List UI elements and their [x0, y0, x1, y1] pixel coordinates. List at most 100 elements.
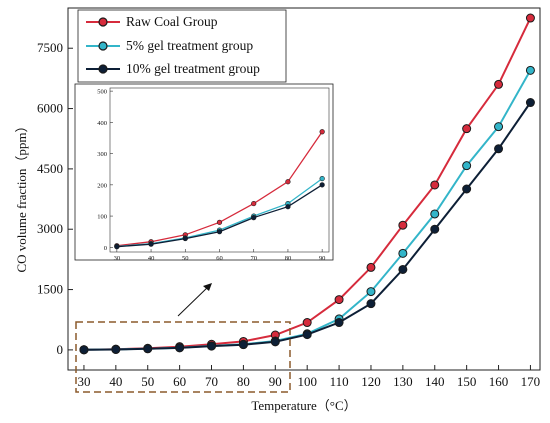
inset-x-tick-label: 50 — [182, 255, 189, 262]
plot-frame — [67, 7, 541, 371]
inset-x-tick-label: 80 — [285, 255, 292, 262]
data-point-5pct-gel — [366, 287, 376, 297]
y-tick-label: 4500 — [37, 161, 63, 176]
data-point-10pct-gel — [494, 144, 504, 154]
x-tick-label: 60 — [173, 374, 186, 389]
data-point-raw-coal — [525, 13, 535, 23]
inset-data-point-10pct-gel — [251, 215, 257, 221]
data-point-10pct-gel — [525, 98, 535, 108]
legend-item-raw-coal: Raw Coal Group — [86, 14, 218, 29]
series-10pct-gel — [79, 98, 535, 355]
inset-y-tick-label: 0 — [104, 245, 107, 252]
y-tick-label: 7500 — [37, 40, 63, 55]
x-tick-label: 160 — [489, 374, 509, 389]
inset-series-10pct-gel — [114, 182, 325, 250]
inset-data-point-10pct-gel — [114, 244, 120, 250]
inset-data-point-10pct-gel — [148, 241, 154, 247]
data-point-10pct-gel — [79, 345, 89, 355]
data-point-5pct-gel — [525, 65, 535, 75]
x-tick-label: 130 — [393, 374, 413, 389]
y-tick-label: 6000 — [37, 101, 63, 116]
data-point-raw-coal — [366, 262, 376, 272]
inset-x-tick-label: 90 — [319, 255, 326, 262]
y-tick-label: 3000 — [37, 221, 63, 236]
zoom-arrow-head — [203, 283, 212, 291]
legend: Raw Coal Group 5% gel treatment group 10… — [77, 9, 287, 83]
data-point-10pct-gel — [111, 344, 121, 354]
data-point-10pct-gel — [270, 337, 280, 347]
data-point-raw-coal — [430, 180, 440, 190]
y-axis-title: CO volume fraction（ppm） — [14, 119, 29, 272]
main-axis-ticks: 30 40 50 60 70 80 90 100 110 120 130 140 150 160 170 0 1… — [37, 40, 540, 389]
legend-label-raw-coal: Raw Coal Group — [126, 14, 218, 29]
inset-data-point-10pct-gel — [285, 204, 291, 210]
inset-y-tick-label: 200 — [97, 182, 107, 189]
data-point-10pct-gel — [207, 341, 217, 351]
data-point-10pct-gel — [238, 340, 248, 350]
inset-y-tick-label: 400 — [97, 120, 107, 127]
data-point-5pct-gel — [398, 248, 408, 258]
data-point-10pct-gel — [430, 224, 440, 234]
data-point-5pct-gel — [430, 209, 440, 219]
inset-y-tick-label: 300 — [97, 151, 107, 158]
inset-data-point-raw-coal — [251, 200, 257, 207]
legend-item-10pct-gel: 10% gel treatment group — [86, 61, 260, 76]
inset-data-point-raw-coal — [216, 219, 223, 225]
data-point-5pct-gel — [462, 161, 472, 171]
inset-y-tick-label: 100 — [97, 214, 107, 221]
legend-label-10pct-gel: 10% gel treatment group — [126, 61, 260, 76]
x-tick-label: 50 — [141, 374, 154, 389]
inset-x-tick-label: 30 — [114, 255, 121, 262]
x-tick-label: 110 — [330, 374, 349, 389]
x-tick-label: 30 — [77, 374, 90, 389]
inset-data-point-10pct-gel — [319, 182, 325, 188]
inset-data-point-raw-coal — [285, 179, 291, 185]
x-tick-label: 140 — [425, 374, 445, 389]
x-tick-label: 120 — [361, 374, 381, 389]
data-point-5pct-gel — [494, 122, 504, 132]
data-point-raw-coal — [302, 318, 312, 328]
inset-data-point-5pct-gel — [319, 175, 325, 182]
legend-marker-raw-coal — [98, 17, 108, 27]
inset-x-tick-label: 60 — [216, 255, 223, 262]
zoom-region-box — [75, 321, 291, 393]
legend-marker-10pct-gel — [98, 64, 108, 74]
legend-item-5pct-gel: 5% gel treatment group — [86, 38, 253, 53]
data-point-10pct-gel — [175, 343, 185, 353]
inset-axis-ticks: 30 40 50 60 70 80 90 0 100 200 300 400 500 — [97, 89, 325, 262]
zoom-arrow-line — [177, 284, 211, 317]
inset-data-point-10pct-gel — [216, 229, 223, 235]
data-point-raw-coal — [334, 295, 344, 305]
x-axis-title: Temperature（°C） — [251, 398, 356, 413]
inset-x-tick-label: 70 — [250, 255, 257, 262]
legend-marker-5pct-gel — [98, 41, 108, 51]
x-tick-label: 70 — [205, 374, 218, 389]
x-tick-label: 80 — [237, 374, 250, 389]
x-tick-label: 150 — [457, 374, 477, 389]
data-point-10pct-gel — [366, 299, 376, 309]
y-tick-label: 0 — [57, 342, 64, 357]
data-point-10pct-gel — [302, 330, 312, 340]
inset-y-tick-label: 500 — [97, 89, 107, 96]
x-tick-label: 170 — [521, 374, 541, 389]
x-tick-label: 100 — [297, 374, 317, 389]
inset-x-tick-label: 40 — [148, 255, 155, 262]
data-point-10pct-gel — [143, 344, 153, 354]
x-tick-label: 40 — [109, 374, 122, 389]
legend-label-5pct-gel: 5% gel treatment group — [126, 38, 253, 53]
y-tick-label: 1500 — [37, 282, 63, 297]
data-point-10pct-gel — [462, 184, 472, 194]
main-series-layer — [79, 13, 535, 355]
data-point-10pct-gel — [398, 264, 408, 274]
data-point-raw-coal — [494, 79, 504, 89]
inset-data-point-raw-coal — [319, 129, 325, 135]
inset-frame — [74, 83, 334, 261]
data-point-10pct-gel — [334, 318, 344, 328]
inset-data-point-10pct-gel — [182, 235, 188, 242]
x-tick-label: 90 — [269, 374, 282, 389]
data-point-raw-coal — [462, 124, 472, 134]
inset-series-layer — [114, 129, 325, 250]
data-point-raw-coal — [398, 220, 408, 230]
